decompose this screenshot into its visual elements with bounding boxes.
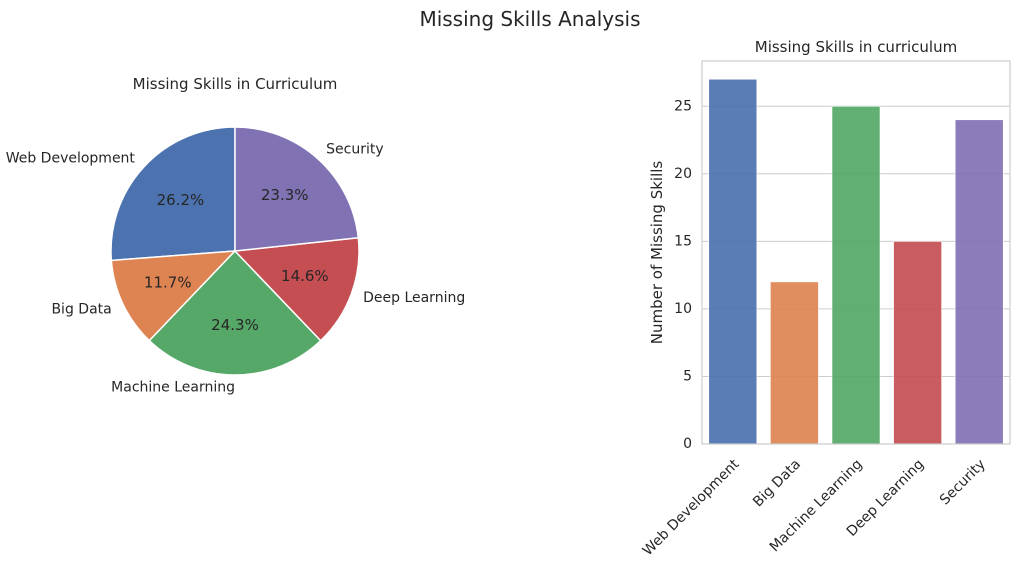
pie-slice-big-data (110, 250, 236, 342)
pie-label-machine-learning: Machine Learning (111, 379, 235, 395)
pie-pct-label-machine-learning: 24.3% (211, 316, 259, 334)
pie-pct-label-deep-learning: 14.6% (281, 267, 329, 285)
pie-pct-label-security: 23.3% (261, 186, 309, 204)
pie-label-deep-learning: Deep Learning (363, 290, 465, 306)
pie-slice-security (234, 126, 360, 252)
pie-label-big-data: Big Data (51, 301, 111, 317)
bar-axes-frame (701, 60, 1011, 445)
ytick-label-15: 15 (674, 233, 692, 249)
ytick-label-0: 0 (683, 436, 692, 452)
bar-bars (708, 78, 1004, 445)
bar-deep-learning (893, 241, 942, 445)
bar-ylabel: Number of Missing Skills (648, 161, 666, 345)
bar-web-development (708, 78, 758, 445)
bar-yticks: 0 5 10 15 20 25 (674, 98, 692, 452)
bar-chart: Missing Skills in curriculum 0510152025 … (640, 38, 1011, 559)
bar-big-data (770, 281, 819, 445)
ytick-label-20: 20 (674, 166, 692, 182)
pie-labels: Web Development 26.2% Big Data 11.7% Machine… (6, 142, 466, 396)
xtick-label-security: Security (937, 456, 989, 508)
pie-title: Missing Skills in Curriculum (133, 75, 338, 93)
pie-slice-machine-learning (148, 250, 322, 376)
pie-chart: Missing Skills in Curriculum Web Develop… (6, 75, 466, 395)
pie-slices (110, 126, 360, 376)
ytick-label-5: 5 (683, 368, 692, 384)
bar-security (954, 119, 1004, 445)
pie-slice-deep-learning (234, 237, 360, 342)
pie-label-security: Security (326, 142, 384, 158)
pie-pct-label-big-data: 11.7% (144, 273, 192, 291)
figure-title: Missing Skills Analysis (419, 7, 640, 31)
pie-label-web-development: Web Development (6, 150, 136, 166)
xtick-label-web-development: Web Development (640, 456, 743, 559)
pie-pct-label-web-development: 26.2% (157, 191, 205, 209)
ytick-label-25: 25 (674, 98, 692, 114)
bar-machine-learning (831, 105, 881, 445)
pie-slice-web-development (110, 126, 236, 262)
xtick-label-big-data: Big Data (750, 456, 804, 510)
bar-title: Missing Skills in curriculum (755, 38, 957, 56)
ytick-label-10: 10 (674, 301, 692, 317)
